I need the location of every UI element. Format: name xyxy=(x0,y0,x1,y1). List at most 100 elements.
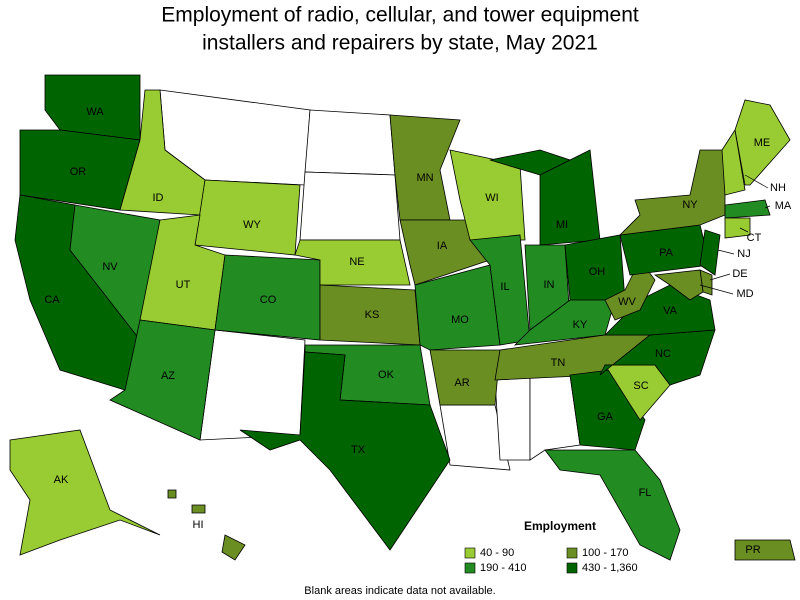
state: DE xyxy=(699,268,748,296)
state-label: IL xyxy=(500,281,509,293)
state: ME xyxy=(734,99,791,186)
state-label: HI xyxy=(193,519,204,531)
state-shape xyxy=(9,429,161,556)
state-label: TX xyxy=(351,444,366,456)
state-label: WY xyxy=(243,219,261,231)
state-shape xyxy=(724,199,771,219)
state-label: KY xyxy=(573,319,588,331)
state-label: WA xyxy=(86,106,104,118)
state-label: OH xyxy=(589,266,606,278)
state-label: CT xyxy=(747,232,762,244)
state-label: PR xyxy=(745,544,760,556)
state-shape xyxy=(513,299,616,346)
state-shape xyxy=(389,114,461,221)
state-shape xyxy=(544,449,681,561)
state-shape xyxy=(653,269,704,301)
state-label: AZ xyxy=(161,370,175,382)
legend-swatch xyxy=(566,547,578,559)
leader-lines xyxy=(699,174,771,295)
state: PR xyxy=(734,539,796,561)
state-label: SC xyxy=(633,380,648,392)
state-label: AK xyxy=(54,474,69,486)
state-label: MO xyxy=(451,314,469,326)
state: IL xyxy=(469,234,531,346)
state: WV xyxy=(604,259,656,321)
state-label: TN xyxy=(551,357,566,369)
legend: 40 - 90 100 - 170 190 - 410 430 - 1,360 xyxy=(464,547,638,574)
state-label: MA xyxy=(775,200,792,212)
legend-swatch xyxy=(464,547,476,559)
state: TX xyxy=(239,351,451,551)
state-label: PA xyxy=(659,247,674,259)
state-label: OR xyxy=(70,166,87,178)
state-label: AR xyxy=(454,377,469,389)
state-label: WV xyxy=(618,296,636,308)
state-shape xyxy=(469,234,531,346)
state: NV xyxy=(69,204,161,341)
state-shape xyxy=(414,264,501,351)
state-label: WI xyxy=(485,192,498,204)
state-label: GA xyxy=(597,411,614,423)
state-label: FL xyxy=(639,487,652,499)
state-label: MD xyxy=(736,288,753,300)
state-label: CO xyxy=(260,294,277,306)
state-label: NV xyxy=(102,261,118,273)
state-label: ME xyxy=(754,137,771,149)
state-label: NJ xyxy=(737,248,750,260)
state: MA xyxy=(724,199,792,219)
state: CT xyxy=(724,217,762,244)
state-label: MI xyxy=(556,219,568,231)
state-label: NH xyxy=(770,182,786,194)
state-label: KS xyxy=(365,309,380,321)
state: MI xyxy=(489,149,601,246)
state-label: ID xyxy=(153,192,164,204)
title: installers and repairers by state, May 2… xyxy=(202,32,598,55)
legend-swatch xyxy=(566,562,578,574)
state: NH xyxy=(721,128,786,196)
state-label: NE xyxy=(349,256,364,268)
state-shape xyxy=(734,539,796,561)
state: NJ xyxy=(699,229,751,276)
legend-label: 430 - 1,360 xyxy=(582,562,638,574)
state-label: DE xyxy=(732,268,747,280)
state: AZ xyxy=(109,319,216,441)
state-shape xyxy=(734,99,791,186)
state-shape xyxy=(724,217,751,239)
state-label: NY xyxy=(682,199,698,211)
state: AR xyxy=(429,349,501,406)
state: WA xyxy=(44,74,141,141)
legend-swatch xyxy=(464,562,476,574)
state-shape xyxy=(109,319,216,441)
state: MO xyxy=(414,264,501,351)
legend-label: 100 - 170 xyxy=(582,547,628,559)
state: GA xyxy=(569,369,646,451)
state-label: OK xyxy=(378,369,395,381)
state: IA xyxy=(399,219,491,286)
states: WA OR CA NV ID WY UT CO AZ NE KS OK TX M… xyxy=(9,74,796,561)
state-shape xyxy=(429,349,501,406)
note: Blank areas indicate data not available. xyxy=(304,585,495,597)
state: KS xyxy=(319,284,421,346)
state-shape xyxy=(604,259,656,321)
state: CO xyxy=(214,254,321,341)
state: HI xyxy=(167,489,246,561)
state-shape xyxy=(618,149,726,236)
state: FL xyxy=(544,449,681,561)
state-shape xyxy=(399,219,491,286)
state-label: CA xyxy=(44,294,60,306)
legend-label: 190 - 410 xyxy=(480,562,526,574)
state-shape xyxy=(194,179,301,256)
state: KY xyxy=(513,299,616,346)
state: OR xyxy=(19,129,141,211)
state: AK xyxy=(9,429,161,556)
state-shape xyxy=(489,149,572,176)
legend-title: Employment xyxy=(524,519,596,533)
state-shape xyxy=(239,351,451,551)
state-label: IN xyxy=(544,279,555,291)
legend-label: 40 - 90 xyxy=(480,547,514,559)
state-shape xyxy=(191,504,206,514)
state-label: MN xyxy=(416,172,433,184)
state-shape xyxy=(167,489,177,499)
state-shape xyxy=(699,229,721,276)
